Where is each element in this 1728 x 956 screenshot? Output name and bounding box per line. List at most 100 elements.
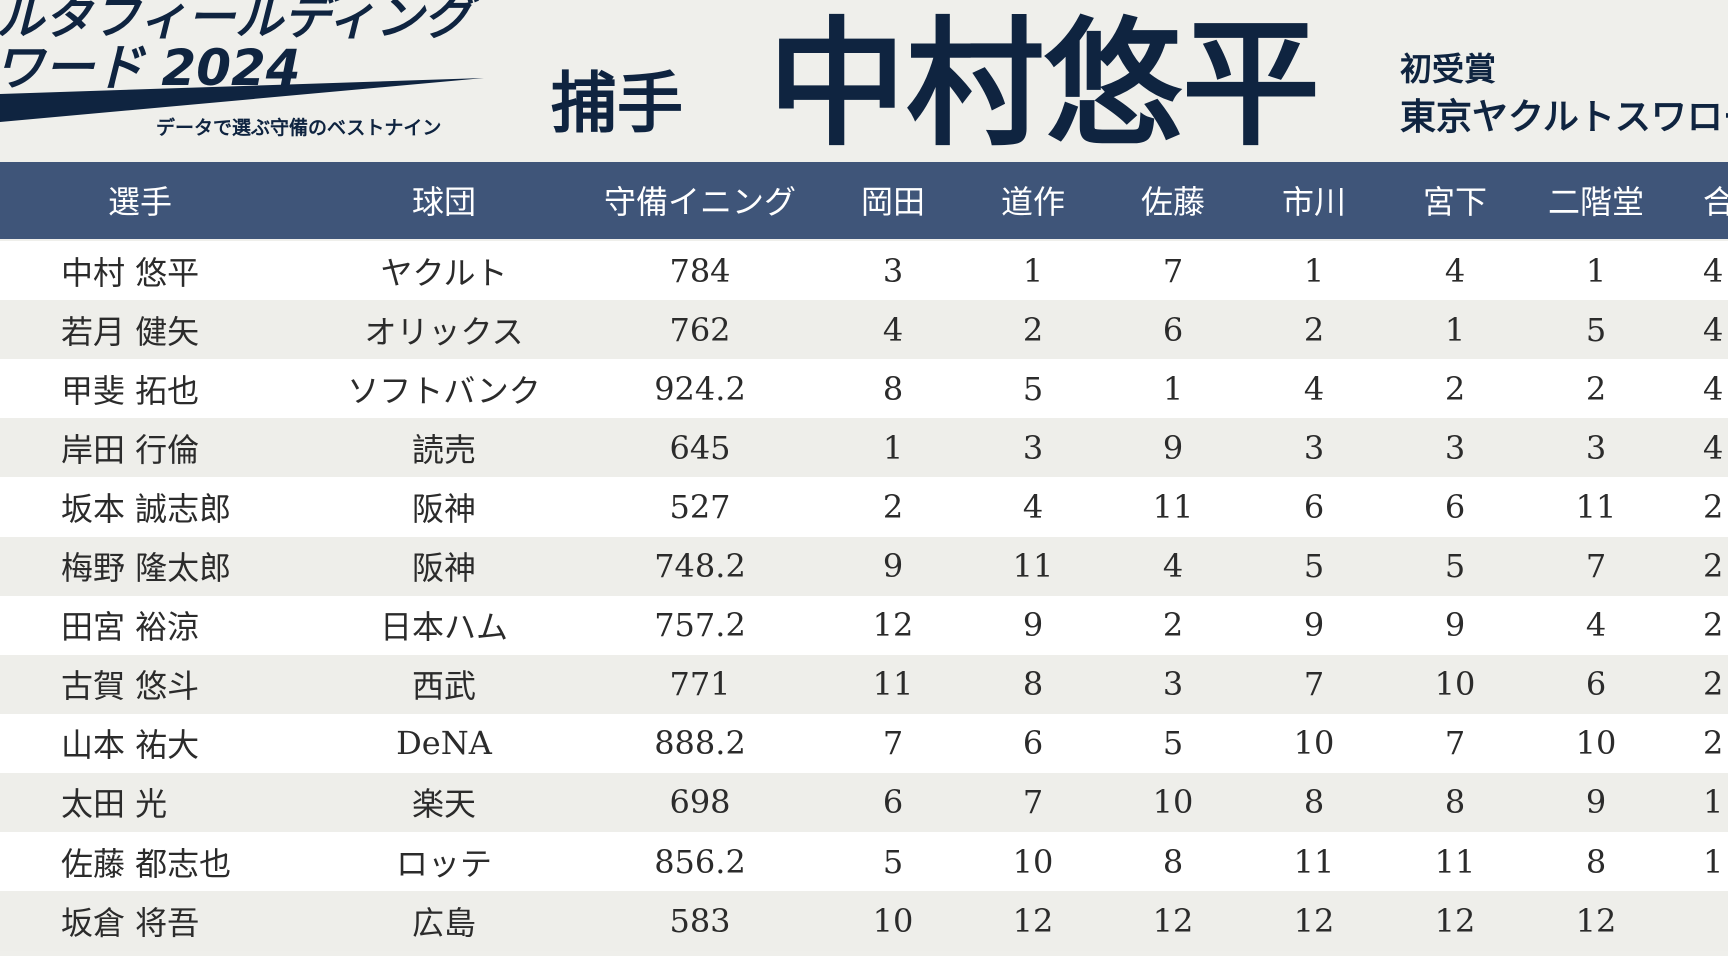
table-cell: 2 <box>1022 310 1044 349</box>
table-cell: 2 <box>1703 724 1724 763</box>
table-cell: 527 <box>669 487 731 526</box>
table-cell: ソフトバンク <box>347 371 541 410</box>
table-cell: 12 <box>1434 901 1476 940</box>
award-note: 初受賞 <box>1400 50 1497 88</box>
table-cell: 2 <box>1703 487 1724 526</box>
table-cell: 2 <box>882 487 904 526</box>
table-cell: 1 <box>1703 783 1724 822</box>
table-cell: 12 <box>1152 901 1194 940</box>
table-cell: 3 <box>1444 428 1466 467</box>
row-bg <box>0 654 1728 715</box>
table-cell: 10 <box>1012 842 1054 881</box>
table-cell: 10 <box>1575 724 1617 763</box>
table-cell: 8 <box>1022 665 1044 704</box>
player-cell: 古賀 悠斗 <box>61 667 200 706</box>
row-bg <box>0 772 1728 833</box>
table-cell: 771 <box>669 665 731 704</box>
table-cell: 4 <box>1703 251 1724 290</box>
table-cell: 698 <box>669 783 731 822</box>
row-bg <box>0 477 1728 538</box>
table-cell: 西武 <box>411 667 477 706</box>
table-cell: 阪神 <box>411 549 477 588</box>
table-cell: 5 <box>1444 547 1466 586</box>
row-bg <box>0 418 1728 479</box>
table-cell: 1 <box>1444 310 1466 349</box>
table-cell: 3 <box>1585 428 1607 467</box>
position: 捕手 <box>551 65 683 142</box>
table-cell: 1 <box>1162 369 1184 408</box>
column-header: 宮下 <box>1422 183 1488 221</box>
table-cell: 読売 <box>411 430 477 469</box>
table-cell: 10 <box>1434 665 1476 704</box>
row-bg <box>0 359 1728 420</box>
table-cell: 888.2 <box>654 724 746 763</box>
table-cell: 8 <box>1585 842 1607 881</box>
table-cell: 3 <box>1162 665 1184 704</box>
table-cell: 856.2 <box>654 842 746 881</box>
table-cell: 11 <box>1575 487 1617 526</box>
table-cell: 2 <box>1703 606 1724 645</box>
table: 選手 球団 守備イニング 岡田 道作 佐藤 市川 宮下 二階堂合中村 悠平 ヤクルト 784 3 1 7 1… <box>0 162 1728 956</box>
table-cell: 6 <box>1022 724 1044 763</box>
table-cell: 1 <box>1303 251 1325 290</box>
table-cell: オリックス <box>364 312 524 351</box>
table-cell: 3 <box>882 251 904 290</box>
team: 東京ヤクルトスワローズ <box>1400 97 1728 138</box>
table-cell: 7 <box>1303 665 1325 704</box>
table-cell: 1 <box>882 428 904 467</box>
table-cell: 4 <box>1585 606 1607 645</box>
player-cell: 佐藤 都志也 <box>61 844 232 883</box>
table-cell: 4 <box>882 310 904 349</box>
column-header: 選手 <box>107 183 173 221</box>
table-cell: 9 <box>1022 606 1044 645</box>
table-cell: 5 <box>882 842 904 881</box>
row-bg <box>0 891 1728 952</box>
table-cell: 1 <box>1703 842 1724 881</box>
table-cell: 阪神 <box>411 489 477 528</box>
player-cell: 山本 祐大 <box>61 726 200 765</box>
player-name: 中村悠平 <box>768 4 1321 165</box>
row-bg <box>0 595 1728 656</box>
row-bg <box>0 536 1728 597</box>
table-cell: 8 <box>882 369 904 408</box>
table-cell: 12 <box>1575 901 1617 940</box>
table-cell: 583 <box>669 901 731 940</box>
table-cell: 8 <box>1162 842 1184 881</box>
table-cell: 11 <box>1293 842 1335 881</box>
header-bar <box>0 162 1728 239</box>
player-cell: 坂本 誠志郎 <box>61 489 232 528</box>
table-cell: 広島 <box>411 903 477 942</box>
table-cell: 9 <box>882 547 904 586</box>
table-cell: 4 <box>1162 547 1184 586</box>
table-cell: 1 <box>1022 251 1044 290</box>
player-cell: 甲斐 拓也 <box>61 371 200 410</box>
table-cell: 2 <box>1585 369 1607 408</box>
table-cell: 7 <box>1585 547 1607 586</box>
table-cell: 7 <box>1162 251 1184 290</box>
table-cell: 2 <box>1703 547 1724 586</box>
row-bg <box>0 713 1728 774</box>
row-bg <box>0 832 1728 893</box>
player-cell: 田宮 裕涼 <box>61 608 200 647</box>
table-cell: 5 <box>1585 310 1607 349</box>
column-header: 市川 <box>1281 183 1347 221</box>
table-cell: 1 <box>1585 251 1607 290</box>
player-cell: 中村 悠平 <box>61 253 200 292</box>
table-cell: 9 <box>1585 783 1607 822</box>
table-cell: 2 <box>1703 665 1724 704</box>
table-cell: 7 <box>1022 783 1044 822</box>
column-header: 道作 <box>1000 183 1066 221</box>
table-cell: 6 <box>1162 310 1184 349</box>
table-cell: 11 <box>1152 487 1194 526</box>
table-cell: ロッテ <box>395 844 493 883</box>
table-cell: 10 <box>1152 783 1194 822</box>
table-cell: 8 <box>1303 783 1325 822</box>
column-header: 岡田 <box>860 183 926 221</box>
table-cell: 757.2 <box>654 606 746 645</box>
table-cell: 762 <box>669 310 731 349</box>
table-cell: 6 <box>1303 487 1325 526</box>
table-cell: 10 <box>872 901 914 940</box>
table-cell: 784 <box>669 251 731 290</box>
player-cell: 太田 光 <box>61 785 168 824</box>
